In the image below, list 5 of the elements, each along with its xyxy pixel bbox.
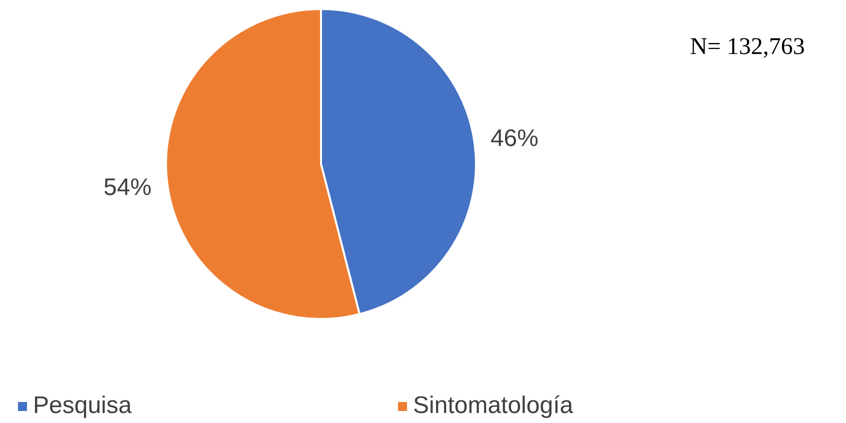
data-label: 46% bbox=[490, 125, 538, 152]
legend-label: Sintomatología bbox=[413, 392, 574, 420]
text: N= 132,763 bbox=[690, 34, 805, 61]
legend-label: Pesquisa bbox=[33, 392, 132, 420]
data-label: 54% bbox=[104, 174, 152, 202]
